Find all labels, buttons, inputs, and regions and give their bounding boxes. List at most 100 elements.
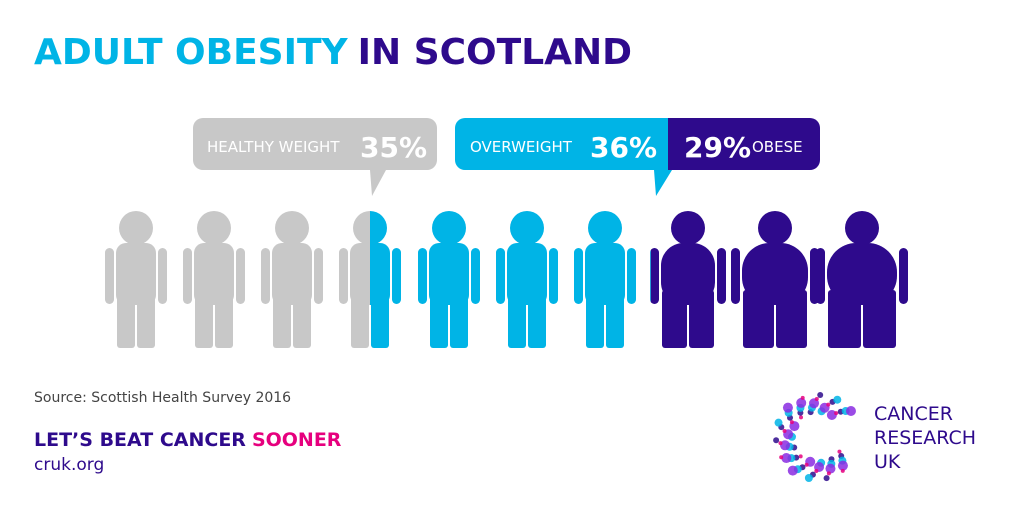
logo-dot [773, 437, 780, 444]
arm [261, 248, 270, 304]
bubble [193, 118, 437, 196]
leg [743, 290, 774, 348]
people [105, 211, 908, 348]
title-part: IN SCOTLAND [358, 32, 632, 73]
logo-dot [837, 449, 842, 454]
leg [215, 290, 233, 348]
segment-figures [650, 211, 908, 348]
arm [899, 248, 908, 304]
logo-dot [845, 405, 856, 416]
head [845, 211, 879, 245]
logo-dot [826, 471, 831, 476]
arm [549, 248, 558, 304]
leg [273, 290, 291, 348]
logo-dot [804, 473, 813, 482]
logo-dot [796, 397, 807, 408]
head [432, 211, 466, 245]
head [588, 211, 622, 245]
logo-dot [833, 395, 842, 404]
slogan: LET’S BEAT CANCER SOONER [34, 429, 342, 451]
logo-dot [826, 402, 831, 407]
arm [236, 248, 245, 304]
segment-figures [370, 211, 651, 348]
segment-value: 35% [360, 131, 427, 164]
logo [773, 392, 856, 482]
logo-dot [789, 420, 794, 425]
logo-dot [799, 415, 804, 420]
segment-label: OBESE [752, 138, 803, 156]
leg [828, 290, 861, 348]
arm [339, 248, 348, 304]
logo-text: UK [874, 451, 901, 473]
head [370, 211, 387, 245]
segment-label: OVERWEIGHT [470, 138, 573, 156]
torso [507, 243, 547, 305]
source: Source: Scottish Health Survey 2016 [34, 390, 291, 406]
torso [194, 243, 234, 305]
leg [662, 290, 687, 348]
head [353, 211, 370, 245]
slogan-part: LET’S BEAT CANCER [34, 429, 246, 451]
logo-dot [782, 402, 793, 413]
arm [627, 248, 636, 304]
arm [314, 248, 323, 304]
leg [430, 290, 448, 348]
leg [450, 290, 468, 348]
logo-dot [840, 468, 845, 473]
arm [392, 248, 401, 304]
bubble [668, 118, 820, 170]
logo-dot [781, 453, 792, 464]
head [758, 211, 792, 245]
arm [650, 249, 651, 303]
head [671, 211, 705, 245]
torso [272, 243, 312, 305]
arm [717, 248, 726, 304]
logo-dot [814, 397, 819, 402]
arm [496, 248, 505, 304]
arm [574, 248, 583, 304]
segment-figures [105, 211, 370, 348]
leg [351, 290, 369, 348]
arm [183, 248, 192, 304]
torso [350, 243, 370, 305]
segment-value: 36% [590, 131, 657, 164]
torso [661, 243, 715, 305]
segment-label: HEALTHY WEIGHT [207, 138, 340, 156]
logo-dot [780, 440, 791, 451]
leg [606, 290, 624, 348]
logo-text: RESEARCH [874, 427, 976, 449]
leg [195, 290, 213, 348]
logo-dot [787, 465, 798, 476]
slogan-part: SOONER [252, 429, 342, 451]
logo-dot [837, 460, 848, 471]
arm [158, 248, 167, 304]
logo-dot [823, 475, 830, 482]
arm [816, 248, 825, 304]
leg [371, 290, 389, 348]
leg [528, 290, 546, 348]
logo-dot [782, 428, 787, 433]
leg [508, 290, 526, 348]
arm [731, 248, 740, 304]
logo-dot [825, 463, 836, 474]
arm [418, 248, 427, 304]
torso [585, 243, 625, 305]
torso [116, 243, 156, 305]
head [119, 211, 153, 245]
logo-dot [834, 411, 839, 416]
logo-text: CANCER [874, 403, 953, 425]
torso [429, 243, 469, 305]
logo-dot [774, 418, 783, 427]
head [510, 211, 544, 245]
leg [776, 290, 807, 348]
torso [742, 243, 808, 305]
leg [293, 290, 311, 348]
leg [863, 290, 896, 348]
leg [689, 290, 714, 348]
url: cruk.org [34, 455, 104, 475]
title: ADULT OBESITY IN SCOTLAND [34, 32, 632, 73]
segment-value: 29% [684, 131, 751, 164]
logo-dot [817, 392, 824, 399]
leg [117, 290, 135, 348]
